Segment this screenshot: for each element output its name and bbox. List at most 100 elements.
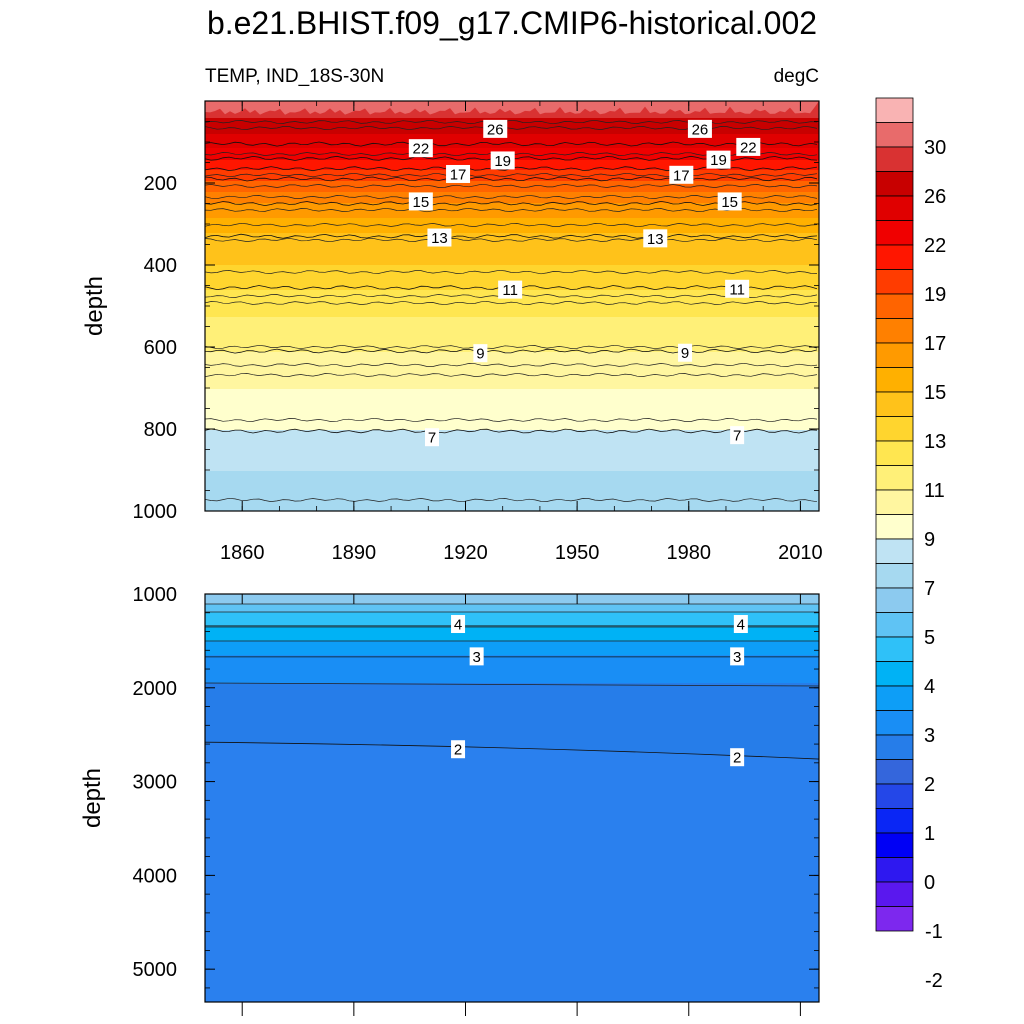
- contour-label: 15: [721, 194, 738, 211]
- contour-label-box: [678, 343, 693, 362]
- colorbar-label: 19: [924, 284, 946, 306]
- colorbar-label: 4: [924, 676, 935, 698]
- bottom-color-bands: [205, 594, 819, 1002]
- contour-line: [204, 362, 818, 368]
- x-tick-label: 1920: [443, 542, 488, 564]
- colorbar-box: [875, 440, 914, 466]
- colorbar-box: [875, 318, 914, 344]
- color-band: [205, 170, 819, 181]
- contour-line: [204, 194, 818, 200]
- x-tick-label: 2010: [778, 542, 823, 564]
- contour-label: 7: [733, 428, 741, 445]
- top-contour-labels: 26 26 22 22 19 19 17 17 15 15 13 13 11 11 9 9 7 7: [408, 119, 761, 447]
- colorbar-box: [875, 587, 914, 613]
- contour-label-box: [730, 426, 745, 445]
- colorbar-box: [875, 416, 914, 442]
- contour-label-box: [730, 647, 745, 666]
- colorbar-box: [875, 97, 914, 123]
- y-tick-label: 400: [144, 255, 177, 277]
- contour-label-box: [483, 119, 508, 138]
- colorbar-label: -1: [925, 921, 943, 943]
- color-band: [205, 134, 819, 148]
- contour-label-box: [725, 279, 750, 298]
- contour-line: [204, 344, 818, 350]
- contour-label-box: [733, 615, 748, 634]
- colorbar-boxes: [875, 97, 914, 932]
- contour-label-box: [490, 151, 515, 170]
- y-tick-label: 200: [144, 173, 177, 195]
- color-band: [205, 604, 819, 612]
- contour-label-box: [446, 164, 471, 183]
- colorbar-box: [875, 465, 914, 491]
- contour-label: 26: [487, 121, 504, 138]
- colorbar-label: 13: [924, 431, 946, 453]
- contour-label: 13: [647, 231, 664, 248]
- color-band: [205, 233, 819, 265]
- y-tick-label: 2000: [133, 678, 178, 700]
- contour-label: 2: [733, 750, 741, 767]
- colorbar-box: [875, 293, 914, 319]
- contour-label-box: [408, 192, 433, 211]
- contour-label: 26: [692, 121, 709, 138]
- contour-line: [204, 682, 820, 687]
- contour-label-box: [451, 615, 466, 634]
- y-tick-label: 600: [144, 337, 177, 359]
- x-tick-label: 1980: [667, 542, 712, 564]
- colorbar-box: [875, 220, 914, 246]
- colorbar-box: [875, 661, 914, 687]
- contour-label-box: [408, 139, 433, 158]
- colorbar-labels: 30 26 22 19 17 15 13 11 9 7 5 4 3 2 1 0 -1 -2: [924, 137, 946, 992]
- color-band: [205, 471, 819, 511]
- contour-line-17: [204, 176, 818, 182]
- colorbar-box: [875, 783, 914, 809]
- contour-line: [204, 300, 818, 306]
- colorbar-box: [875, 244, 914, 270]
- y-tick-label: 1000: [133, 501, 178, 523]
- contour-line-7: [204, 428, 818, 434]
- colorbar-label: 11: [924, 480, 945, 502]
- colorbar-box: [875, 514, 914, 540]
- contour-line: [204, 119, 818, 125]
- contour-label: 19: [710, 152, 727, 169]
- x-tick-label: 1890: [332, 542, 377, 564]
- contour-label-box: [473, 344, 488, 363]
- colorbar-box: [875, 759, 914, 785]
- contour-label-box: [643, 229, 668, 248]
- colorbar-box: [875, 881, 914, 907]
- colorbar-box: [875, 146, 914, 172]
- colorbar-box: [875, 808, 914, 834]
- contour-label-box: [424, 428, 439, 447]
- colorbar-label: 30: [924, 137, 946, 159]
- bottom-y-axis-label: depth: [79, 768, 106, 828]
- colorbar-box: [875, 367, 914, 393]
- contour-label: 17: [450, 166, 467, 183]
- contour-line: [204, 372, 818, 378]
- contour-line: [204, 183, 818, 189]
- contour-label-box: [427, 228, 452, 247]
- color-band: [205, 218, 819, 233]
- y-tick-label: 4000: [133, 865, 178, 887]
- contour-label: 4: [454, 617, 462, 634]
- colorbar-box: [875, 122, 914, 148]
- colorbar-box: [875, 832, 914, 858]
- colorbar-box: [875, 269, 914, 295]
- color-band: [205, 389, 819, 430]
- colorbar-box: [875, 489, 914, 515]
- colorbar-label: 9: [924, 529, 935, 551]
- contour-line-26: [204, 141, 818, 147]
- colorbar-box: [875, 685, 914, 711]
- color-band: [205, 655, 819, 683]
- top-subtitle-right: degC: [774, 66, 819, 87]
- contour-label: 22: [740, 139, 757, 156]
- contour-line: [204, 207, 818, 213]
- bottom-contour-labels: 4 43 32 2: [451, 615, 748, 767]
- color-band: [205, 118, 819, 134]
- color-band: [205, 594, 819, 604]
- contour-label: 4: [737, 617, 745, 634]
- contour-label-box: [730, 748, 745, 767]
- contour-label: 13: [431, 230, 448, 247]
- colorbar-box: [875, 195, 914, 221]
